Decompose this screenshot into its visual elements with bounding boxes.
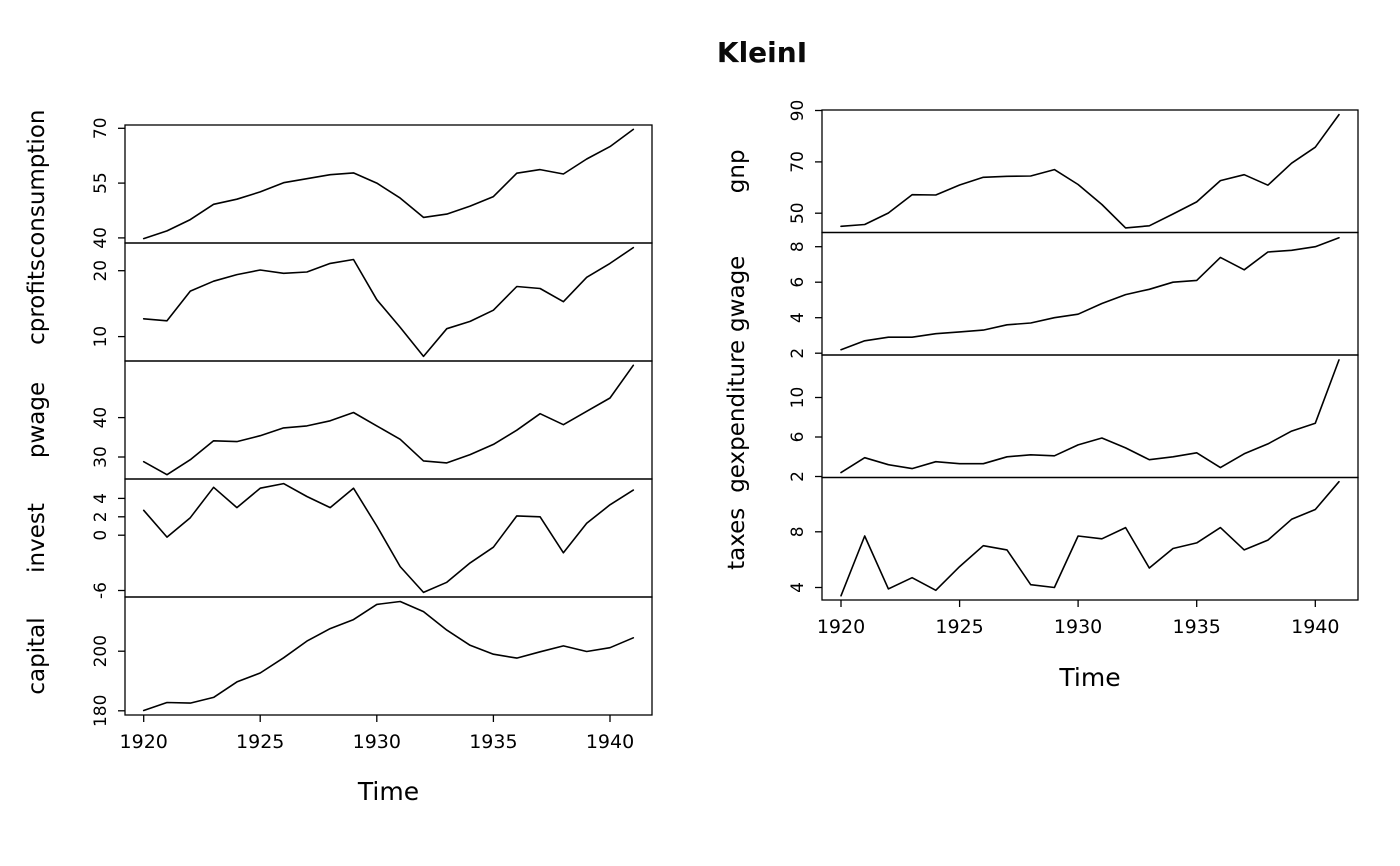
series-line-capital bbox=[142, 600, 635, 712]
y-tick-label: 180 bbox=[91, 695, 111, 727]
x-tick-label: 1925 bbox=[935, 616, 983, 638]
x-axis-left-column: 1920 1925 1930 1935 1940 Time bbox=[120, 715, 634, 806]
panel-capital: 180 200 capital bbox=[24, 596, 653, 727]
x-tick-label: 1930 bbox=[353, 731, 401, 753]
series-line-invest bbox=[142, 482, 635, 594]
y-tick-label: 8 bbox=[788, 241, 808, 252]
y-tick-label: 0 bbox=[91, 530, 111, 541]
y-tick-label: 10 bbox=[91, 326, 111, 348]
y-tick-label: 70 bbox=[788, 151, 808, 173]
series-line-taxes bbox=[840, 480, 1340, 597]
figure-left: 405570consumption1020cprofits3040pwage42… bbox=[24, 110, 653, 806]
panel-consumption: 40 55 70 consumption bbox=[24, 110, 653, 259]
x-tick-label: 1925 bbox=[236, 731, 284, 753]
series-line-gexpenditure bbox=[840, 359, 1340, 474]
y-tick-label: 40 bbox=[91, 227, 111, 249]
y-tick-label: 2 bbox=[91, 511, 111, 522]
y-axis-title-consumption: consumption bbox=[24, 110, 50, 259]
panel-border bbox=[821, 109, 1359, 234]
y-tick-label: -6 bbox=[91, 582, 111, 599]
y-axis-title-gwage: gwage bbox=[724, 256, 750, 332]
y-tick-label: 8 bbox=[788, 526, 808, 537]
y-tick-label: 50 bbox=[788, 202, 808, 224]
x-axis-title: Time bbox=[357, 777, 419, 806]
y-tick-label: 6 bbox=[788, 277, 808, 288]
y-axis-title-pwage: pwage bbox=[24, 382, 50, 458]
x-tick-label: 1935 bbox=[1173, 616, 1221, 638]
y-tick-label: 4 bbox=[788, 582, 808, 593]
panel-taxes: 4 8 taxes bbox=[724, 476, 1359, 601]
x-tick-label: 1930 bbox=[1054, 616, 1102, 638]
x-axis-right-column: 1920 1925 1930 1935 1940 Time bbox=[817, 600, 1339, 692]
y-tick-label: 6 bbox=[788, 432, 808, 443]
y-tick-label: 10 bbox=[788, 387, 808, 409]
panel-border bbox=[124, 478, 653, 598]
y-axis-title-gexpenditure: gexpenditure bbox=[724, 340, 750, 493]
figure-right: 50 70 90 gnp 2 4 6 8 gwage 2 6 10 gexpenditure 4 8 taxe… bbox=[724, 100, 1359, 692]
y-tick-label: 20 bbox=[91, 260, 111, 282]
y-tick-label: 55 bbox=[91, 172, 111, 194]
panel-border bbox=[124, 242, 653, 362]
y-axis-title-invest: invest bbox=[24, 503, 50, 573]
y-axis-title-gnp: gnp bbox=[724, 149, 750, 193]
series-line-cprofits bbox=[142, 246, 635, 358]
series-line-consumption bbox=[142, 128, 635, 240]
series-line-gwage bbox=[840, 237, 1340, 351]
series-line-pwage bbox=[142, 364, 635, 476]
panel-cprofits: 10 20 cprofits bbox=[24, 242, 653, 362]
panel-gwage: 2 4 6 8 gwage bbox=[724, 231, 1359, 359]
y-tick-label: 90 bbox=[788, 100, 808, 122]
y-tick-label: 70 bbox=[91, 117, 111, 139]
y-tick-label: 2 bbox=[788, 348, 808, 359]
x-axis-title: Time bbox=[1058, 663, 1120, 692]
y-tick-label: 2 bbox=[788, 471, 808, 482]
y-tick-label: 4 bbox=[788, 312, 808, 323]
x-tick-label: 1940 bbox=[1291, 616, 1339, 638]
y-tick-label: 30 bbox=[91, 446, 111, 468]
panel-gexpenditure: 2 6 10 gexpenditure bbox=[724, 340, 1359, 493]
chart-title: KleinI bbox=[716, 36, 808, 69]
series-line-gnp bbox=[840, 113, 1340, 229]
x-tick-label: 1935 bbox=[469, 731, 517, 753]
x-tick-label: 1920 bbox=[120, 731, 168, 753]
y-tick-label: 4 bbox=[91, 493, 111, 504]
panel-border bbox=[124, 596, 653, 716]
x-tick-label: 1920 bbox=[817, 616, 865, 638]
panel-border bbox=[821, 354, 1359, 479]
panel-invest: 4 2 0 -6 invest bbox=[24, 478, 653, 599]
y-axis-title-cprofits: cprofits bbox=[24, 259, 50, 345]
y-tick-label: 40 bbox=[91, 407, 111, 429]
panel-border bbox=[124, 124, 653, 244]
y-tick-label: 200 bbox=[91, 635, 111, 667]
y-axis-title-taxes: taxes bbox=[724, 508, 750, 570]
y-axis-title-capital: capital bbox=[24, 617, 50, 694]
panel-gnp: 50 70 90 gnp bbox=[724, 100, 1359, 234]
x-tick-label: 1940 bbox=[586, 731, 634, 753]
panel-pwage: 30 40 pwage bbox=[24, 360, 653, 480]
panel-border bbox=[821, 476, 1359, 601]
